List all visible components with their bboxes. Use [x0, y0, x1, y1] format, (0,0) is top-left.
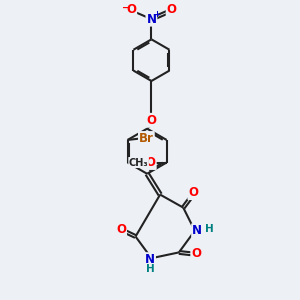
Text: O: O: [126, 3, 136, 16]
Text: O: O: [191, 248, 201, 260]
Text: O: O: [146, 156, 156, 169]
Text: H: H: [206, 224, 214, 234]
Text: O: O: [188, 186, 198, 199]
Text: O: O: [116, 223, 126, 236]
Text: O: O: [167, 3, 177, 16]
Text: O: O: [146, 114, 156, 127]
Text: N: N: [192, 224, 202, 237]
Text: −: −: [122, 3, 130, 13]
Text: Br: Br: [139, 132, 154, 145]
Text: N: N: [145, 253, 155, 266]
Text: N: N: [146, 13, 156, 26]
Text: H: H: [146, 264, 154, 274]
Text: +: +: [153, 10, 160, 19]
Text: CH₃: CH₃: [129, 158, 148, 167]
